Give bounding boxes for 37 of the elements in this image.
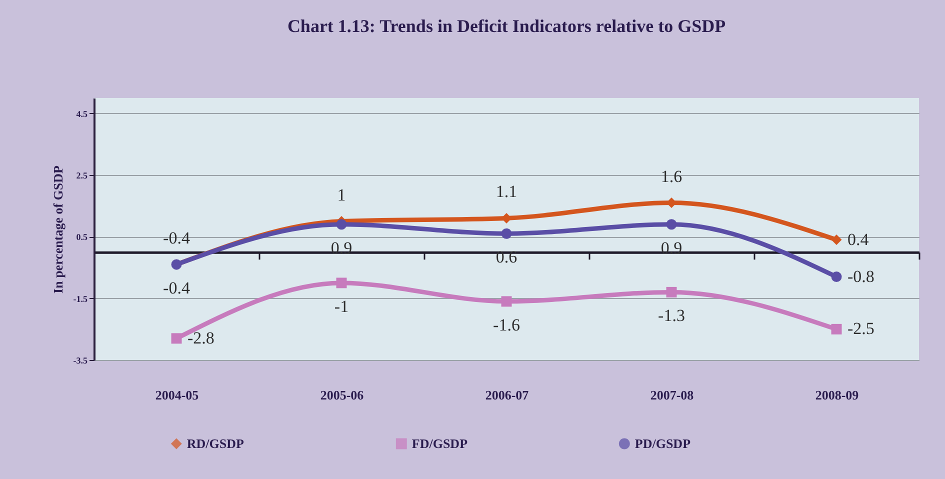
x-tick-label: 2004-05 (155, 388, 200, 402)
data-label: -1.3 (658, 306, 685, 326)
x-tick-label: 2006-07 (485, 388, 530, 402)
legend-label: FD/GSDP (412, 436, 468, 451)
point (336, 219, 347, 230)
point (336, 278, 347, 288)
point (666, 219, 677, 230)
point (831, 234, 842, 246)
y-tick-label: -3.5 (73, 356, 88, 366)
data-label: 1.1 (496, 182, 518, 202)
point (501, 228, 512, 239)
x-tick-label: 2008-09 (815, 388, 860, 402)
point (831, 272, 842, 282)
point (666, 286, 677, 298)
data-label: 0.4 (848, 230, 870, 249)
point (501, 296, 512, 307)
point (831, 324, 842, 334)
chart-title: Chart 1.13: Trends in Deficit Indicators relative to GSDP (287, 16, 726, 36)
data-label: -0.4 (163, 228, 190, 248)
data-label: -1.6 (493, 315, 520, 334)
y-tick-label: 2.5 (76, 170, 88, 181)
data-label: -0.8 (848, 266, 874, 286)
data-label: -0.4 (163, 278, 190, 298)
data-label: -1 (334, 296, 349, 316)
data-label: 1.6 (660, 166, 682, 186)
y-tick-label: -1.5 (73, 294, 88, 304)
data-label: -2.5 (848, 319, 874, 338)
x-tick-label: 2007-08 (650, 388, 694, 402)
x-tick-label: 2005-06 (320, 388, 364, 402)
y-tick-label: 4.5 (76, 108, 88, 119)
y-tick-label: 0.5 (76, 232, 88, 242)
legend-label: RD/GSDP (186, 436, 244, 451)
point (171, 333, 182, 344)
data-label: 1 (337, 185, 346, 204)
y-axis-title: In percentage of GSDP (50, 165, 66, 294)
legend-label: PD/GSDP (634, 436, 691, 451)
data-label: -2.8 (188, 328, 214, 348)
